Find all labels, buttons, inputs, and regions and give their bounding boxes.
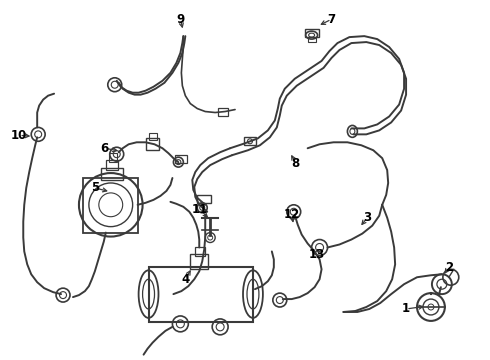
Bar <box>196 247 205 256</box>
Text: 13: 13 <box>309 248 325 261</box>
Bar <box>106 160 118 170</box>
Text: 9: 9 <box>176 13 185 26</box>
Text: 12: 12 <box>284 208 300 221</box>
Bar <box>101 168 122 180</box>
Text: 3: 3 <box>363 211 371 224</box>
Bar <box>175 155 187 163</box>
Bar <box>148 133 156 140</box>
Bar <box>197 195 211 203</box>
Bar <box>190 255 208 269</box>
Text: 11: 11 <box>192 203 208 216</box>
Bar <box>109 153 117 162</box>
Text: 6: 6 <box>100 142 109 155</box>
Text: 10: 10 <box>11 129 27 142</box>
Bar <box>308 37 316 42</box>
Text: 5: 5 <box>91 181 99 194</box>
Text: 8: 8 <box>292 157 300 170</box>
Bar <box>218 108 228 116</box>
Text: 2: 2 <box>445 261 453 274</box>
Text: 4: 4 <box>181 273 190 286</box>
Text: 7: 7 <box>327 13 336 26</box>
Bar <box>146 138 159 150</box>
Bar <box>148 267 253 322</box>
Bar <box>83 178 138 233</box>
Bar <box>305 29 318 37</box>
Bar <box>244 137 256 145</box>
Text: 1: 1 <box>402 302 410 315</box>
